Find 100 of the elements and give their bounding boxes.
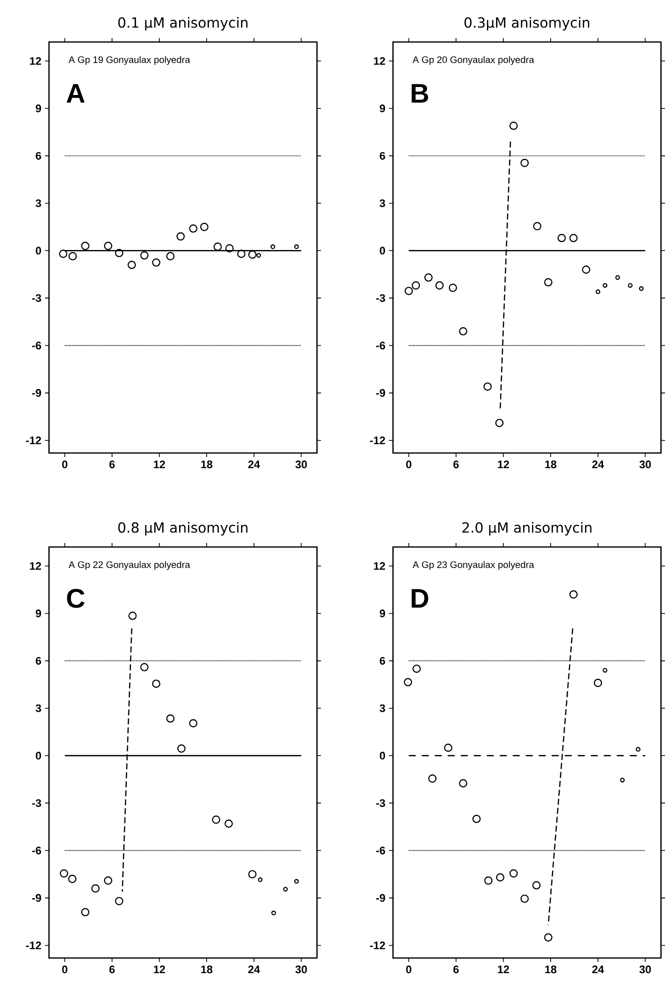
point <box>458 327 468 336</box>
y-tick-label: -3 <box>376 799 385 807</box>
y-tick-label: 0 <box>36 246 41 255</box>
point <box>532 881 540 890</box>
point <box>569 234 578 242</box>
y-tick-label: 6 <box>36 656 41 665</box>
point <box>509 122 518 130</box>
point <box>620 778 625 783</box>
x-tick-label: 12 <box>154 460 165 468</box>
point <box>404 286 413 296</box>
point <box>127 260 136 270</box>
point <box>458 779 468 788</box>
point <box>248 870 256 878</box>
point <box>495 418 504 428</box>
y-tick-label: 6 <box>380 656 385 665</box>
point <box>569 590 578 599</box>
point <box>188 224 198 233</box>
x-tick-label: 6 <box>109 460 115 468</box>
y-tick-label: -6 <box>376 846 385 854</box>
x-tick-label: 30 <box>295 460 307 468</box>
x-tick-label: 12 <box>498 966 509 974</box>
y-tick-label: 3 <box>35 704 41 712</box>
point <box>557 234 566 242</box>
point <box>294 878 299 884</box>
point <box>602 283 608 288</box>
point <box>532 222 542 230</box>
point <box>60 869 68 878</box>
point <box>615 275 620 280</box>
point <box>520 894 529 903</box>
point <box>114 896 124 906</box>
point <box>200 222 208 232</box>
point <box>509 869 518 878</box>
y-tick-label: -3 <box>32 294 41 302</box>
point <box>628 283 632 288</box>
x-tick-label: 6 <box>453 966 459 974</box>
annotation: B <box>412 84 428 103</box>
y-tick-label: 3 <box>379 704 385 712</box>
annotation: C <box>66 588 84 608</box>
point <box>104 242 112 250</box>
point <box>152 680 160 688</box>
y-tick-label: 12 <box>30 562 41 570</box>
point <box>412 281 420 290</box>
y-tick-label: -6 <box>376 342 385 350</box>
x-tick-label: 0 <box>406 966 412 974</box>
point <box>282 886 288 892</box>
y-tick-label: 12 <box>30 57 41 65</box>
point <box>444 744 452 752</box>
point <box>424 273 432 282</box>
x-tick-label: 6 <box>453 460 459 468</box>
point <box>140 251 148 260</box>
point <box>212 816 220 824</box>
point <box>128 612 137 620</box>
point <box>435 281 444 290</box>
point <box>294 244 299 250</box>
point <box>104 876 112 885</box>
annotation: A Gp 20 Gonyaulax polyedra <box>412 56 534 65</box>
point <box>520 158 529 168</box>
point <box>544 933 552 942</box>
point <box>213 242 222 251</box>
point <box>638 286 644 291</box>
point <box>636 746 640 752</box>
point <box>80 242 90 250</box>
annotation: A Gp 19 Gonyaulax polyedra <box>68 56 190 65</box>
x-tick-label: 18 <box>545 966 556 974</box>
point <box>177 744 186 753</box>
y-tick-label: 3 <box>379 199 385 208</box>
x-tick-label: 12 <box>154 966 165 974</box>
y-tick-label: -6 <box>32 846 41 854</box>
x-tick-label: 18 <box>201 966 212 974</box>
point <box>68 252 77 260</box>
y-tick-label: 0 <box>36 752 41 760</box>
y-tick-label: 6 <box>380 152 385 160</box>
point <box>140 662 148 672</box>
y-tick-label: -6 <box>32 342 41 350</box>
point <box>412 664 421 673</box>
point <box>225 244 234 252</box>
y-tick-label: 9 <box>36 104 41 112</box>
point <box>270 244 276 250</box>
point <box>484 876 492 885</box>
annotation: A Gp 23 Gonyaulax polyedra <box>412 561 534 570</box>
point <box>483 382 492 391</box>
chart-title: 0.1 μM anisomycin <box>118 17 248 31</box>
y-tick-label: -12 <box>370 436 385 444</box>
y-tick-label: 6 <box>36 152 41 160</box>
chart-title: 0.3μM anisomycin <box>464 17 590 31</box>
x-tick-label: 0 <box>406 460 412 468</box>
point <box>68 874 76 884</box>
point <box>472 814 481 824</box>
x-tick-label: 12 <box>498 460 509 468</box>
point <box>91 884 100 893</box>
y-tick-label: 9 <box>380 104 385 112</box>
x-tick-label: 18 <box>201 460 212 468</box>
y-tick-label: -12 <box>370 942 385 950</box>
point <box>236 250 246 258</box>
x-tick-label: 0 <box>62 460 68 468</box>
point <box>248 250 256 259</box>
x-tick-label: 24 <box>592 460 604 468</box>
y-tick-label: -12 <box>26 436 41 444</box>
point <box>152 258 160 267</box>
y-tick-label: 0 <box>380 752 385 760</box>
